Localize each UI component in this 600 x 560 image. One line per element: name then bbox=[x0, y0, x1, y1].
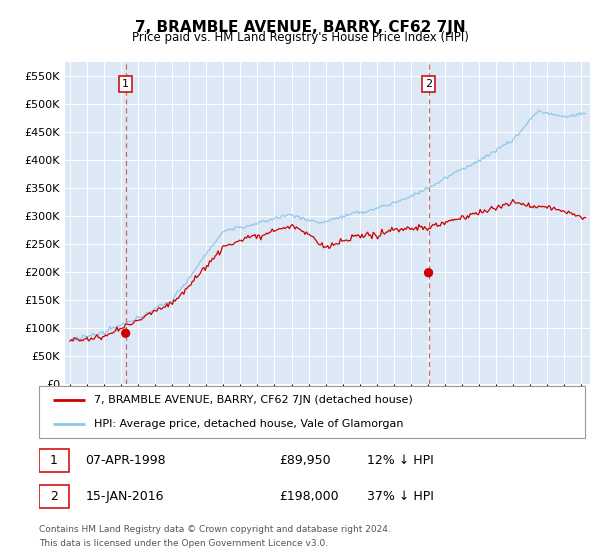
FancyBboxPatch shape bbox=[39, 485, 69, 507]
Text: 07-APR-1998: 07-APR-1998 bbox=[85, 454, 166, 467]
Text: 2: 2 bbox=[425, 79, 432, 89]
Text: 1: 1 bbox=[122, 79, 129, 89]
Text: 7, BRAMBLE AVENUE, BARRY, CF62 7JN: 7, BRAMBLE AVENUE, BARRY, CF62 7JN bbox=[134, 20, 466, 35]
Text: £89,950: £89,950 bbox=[279, 454, 331, 467]
FancyBboxPatch shape bbox=[39, 386, 585, 438]
Text: £198,000: £198,000 bbox=[279, 489, 339, 503]
Text: 2: 2 bbox=[50, 489, 58, 503]
Point bbox=[424, 268, 433, 277]
Point bbox=[121, 329, 130, 338]
Text: HPI: Average price, detached house, Vale of Glamorgan: HPI: Average price, detached house, Vale… bbox=[94, 419, 403, 429]
Text: Price paid vs. HM Land Registry's House Price Index (HPI): Price paid vs. HM Land Registry's House … bbox=[131, 31, 469, 44]
Text: 7, BRAMBLE AVENUE, BARRY, CF62 7JN (detached house): 7, BRAMBLE AVENUE, BARRY, CF62 7JN (deta… bbox=[94, 395, 412, 405]
Text: 1: 1 bbox=[50, 454, 58, 467]
FancyBboxPatch shape bbox=[39, 449, 69, 472]
Text: 15-JAN-2016: 15-JAN-2016 bbox=[85, 489, 164, 503]
Text: Contains HM Land Registry data © Crown copyright and database right 2024.: Contains HM Land Registry data © Crown c… bbox=[39, 525, 391, 534]
Text: This data is licensed under the Open Government Licence v3.0.: This data is licensed under the Open Gov… bbox=[39, 539, 328, 548]
Text: 12% ↓ HPI: 12% ↓ HPI bbox=[367, 454, 433, 467]
Text: 37% ↓ HPI: 37% ↓ HPI bbox=[367, 489, 433, 503]
